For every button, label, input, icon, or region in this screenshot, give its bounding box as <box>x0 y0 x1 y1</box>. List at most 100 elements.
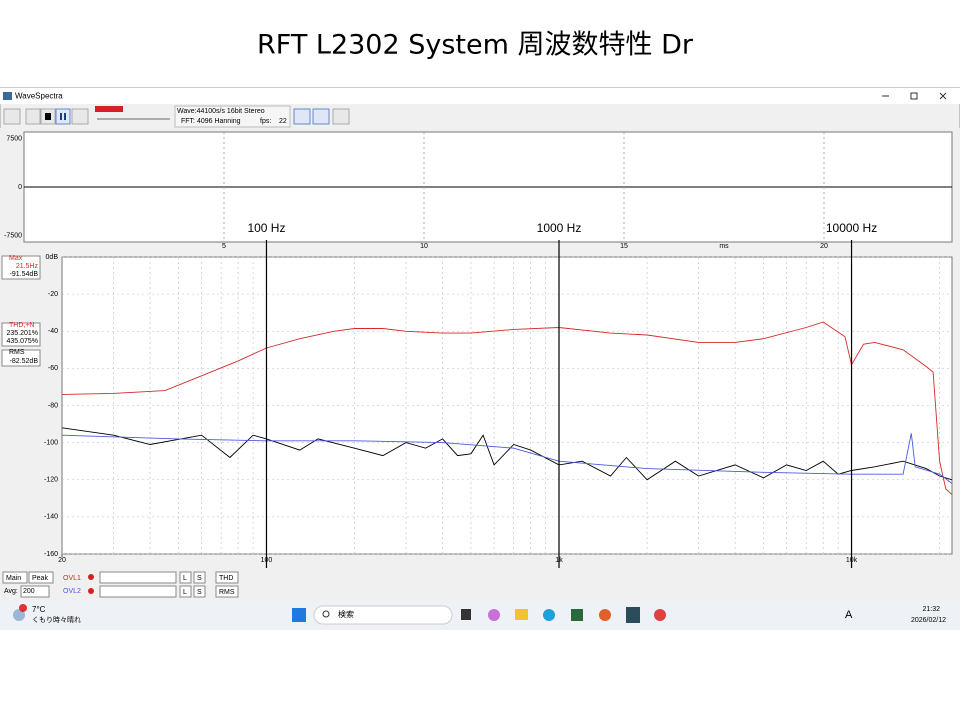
search-text: 検索 <box>338 609 354 619</box>
ovl2-label: OVL2 <box>63 588 81 595</box>
spectrum-line <box>61 427 953 481</box>
control-bar: Main Peak OVL1 L S THD Avg: 200 OVL2 L S… <box>0 568 960 600</box>
annotation-label: 100 Hz <box>247 221 285 235</box>
rms-value: -82.52dB <box>10 358 39 365</box>
x-tick-label: 15 <box>620 243 628 250</box>
clock-date: 2026/02/12 <box>911 617 946 624</box>
level-meter <box>99 585 177 598</box>
maximize-button[interactable] <box>910 92 918 100</box>
weather-icon[interactable] <box>13 609 25 621</box>
clock-time: 21:32 <box>922 606 940 613</box>
l-label: L <box>183 575 187 582</box>
max-label: Max <box>9 255 23 262</box>
app-icon[interactable] <box>654 609 666 621</box>
window-title: WaveSpectra <box>15 92 63 101</box>
info-panel: Max 21.5Hz -91.54dB THD,+N 235.201% 435.… <box>1 255 41 367</box>
app-icon[interactable] <box>543 609 555 621</box>
y-tick-label: -160 <box>44 551 58 558</box>
weather: くもり時々晴れ <box>32 615 81 624</box>
ime-indicator[interactable]: A <box>845 609 853 621</box>
taskbar-background <box>0 600 960 630</box>
toolbar: Wave:44100s/s 16bit Stereo FFT: 4096 Han… <box>3 105 350 128</box>
avg-select[interactable] <box>20 585 50 598</box>
close-button[interactable] <box>939 92 947 100</box>
annotation-label: 10000 Hz <box>826 221 877 235</box>
l-label: L <box>183 589 187 596</box>
toolbar-button[interactable] <box>332 108 350 125</box>
search-box[interactable] <box>313 605 453 625</box>
y-tick-label: -80 <box>48 402 58 409</box>
spectrum-line <box>61 433 953 484</box>
s-label: S <box>197 575 202 582</box>
badge <box>19 604 27 612</box>
y-tick-label: -120 <box>44 477 58 484</box>
app-icon[interactable] <box>599 609 611 621</box>
stop-icon <box>45 113 51 120</box>
s-button[interactable] <box>193 585 206 598</box>
rms-box <box>1 349 41 367</box>
ovl2-indicator <box>88 588 94 594</box>
avg-label: Avg: <box>4 588 18 595</box>
avg-value: 200 <box>23 588 35 595</box>
l-button[interactable] <box>179 571 192 584</box>
rms-button-label: RMS <box>219 589 235 596</box>
thd-label: THD,+N <box>9 322 34 329</box>
peak-button[interactable] <box>28 571 54 584</box>
start-button[interactable] <box>292 608 306 622</box>
x-tick-label: 10 <box>420 243 428 250</box>
main-label: Main <box>6 575 21 582</box>
app-icon[interactable] <box>515 609 528 620</box>
app-icon[interactable] <box>488 609 500 621</box>
y-tick-label: 0dB <box>46 254 59 261</box>
ovl1-label: OVL1 <box>63 575 81 582</box>
app-icon[interactable] <box>626 607 640 623</box>
y-tick-label: -140 <box>44 514 58 521</box>
app-icon[interactable] <box>571 609 583 621</box>
rms-button[interactable] <box>215 585 239 598</box>
slide-title: RFT L2302 System 周波数特性 Dr <box>257 30 694 61</box>
y-tick-label: -7500 <box>4 232 22 239</box>
temperature: 7°C <box>32 605 46 614</box>
fps-value: 22 <box>279 118 287 125</box>
main-button[interactable] <box>2 571 28 584</box>
spectrum-line <box>61 321 953 495</box>
ovl1-indicator <box>88 574 94 580</box>
thd-value: 435.075% <box>6 338 38 345</box>
thd-button[interactable] <box>215 571 239 584</box>
y-tick-label: -20 <box>48 291 58 298</box>
toolbar-button[interactable] <box>312 108 330 125</box>
y-tick-label: 7500 <box>6 135 22 142</box>
rms-label: RMS <box>9 349 25 356</box>
fft-setting: FFT: 4096 Hanning <box>181 118 241 125</box>
x-tick-label: 20 <box>58 557 66 564</box>
pause-button[interactable] <box>55 108 71 125</box>
max-box <box>1 255 41 280</box>
peak-label: Peak <box>32 575 48 582</box>
y-tick-label: -100 <box>44 439 58 446</box>
x-tick-label: 20 <box>820 243 828 250</box>
app-icon <box>3 92 12 100</box>
title-bar <box>0 88 960 104</box>
record-button[interactable] <box>71 108 89 125</box>
s-button[interactable] <box>193 571 206 584</box>
annotation-label: 1000 Hz <box>537 221 582 235</box>
thd-box <box>1 322 41 347</box>
taskbar: 7°C くもり時々晴れ 検索 A 21:32 2026/02/12 <box>0 600 960 630</box>
l-button[interactable] <box>179 585 192 598</box>
x-unit-label: ms <box>719 243 729 250</box>
toolbar-button[interactable] <box>293 108 311 125</box>
y-tick-label: 0 <box>18 184 22 191</box>
level-meter <box>99 571 177 584</box>
wave-format: Wave:44100s/s 16bit Stereo <box>177 108 265 115</box>
tool-button[interactable] <box>3 108 21 125</box>
thd-value: 235.201% <box>6 330 38 337</box>
fps-label: fps: <box>260 118 271 125</box>
y-tick-label: -60 <box>48 365 58 372</box>
pause-icon <box>60 113 62 120</box>
app-icon[interactable] <box>461 609 471 620</box>
play-button[interactable] <box>25 108 41 125</box>
max-frequency: 21.5Hz <box>16 263 39 270</box>
search-icon <box>322 610 330 618</box>
x-tick-label: 5 <box>222 243 226 250</box>
